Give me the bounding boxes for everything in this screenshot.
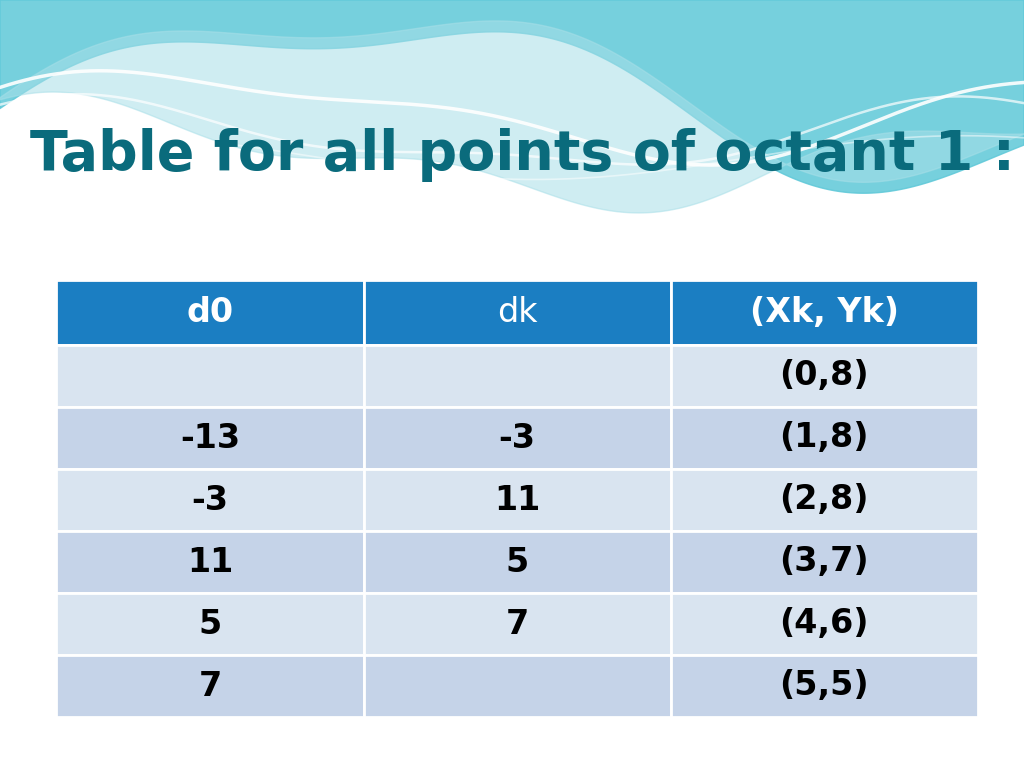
Text: 11: 11 [186, 545, 233, 578]
Bar [56, 655, 364, 717]
Text: (4,6): (4,6) [779, 607, 869, 641]
Text: 11: 11 [494, 484, 541, 517]
Bar [671, 407, 978, 469]
Text: (2,8): (2,8) [779, 484, 869, 517]
Bar [364, 593, 671, 655]
Bar [364, 280, 671, 345]
Text: -3: -3 [499, 422, 536, 455]
Text: (Xk, Yk): (Xk, Yk) [750, 296, 899, 329]
Bar [671, 345, 978, 407]
Bar [56, 407, 364, 469]
Text: d0: d0 [186, 296, 233, 329]
Bar [56, 469, 364, 531]
Bar [364, 345, 671, 407]
Text: (5,5): (5,5) [779, 670, 869, 703]
Bar [671, 469, 978, 531]
Text: Table for all points of octant 1 :: Table for all points of octant 1 : [30, 128, 1015, 182]
Bar [364, 469, 671, 531]
Bar [56, 531, 364, 593]
Text: -3: -3 [191, 484, 228, 517]
Text: (0,8): (0,8) [779, 359, 869, 392]
Text: 7: 7 [199, 670, 221, 703]
Bar [56, 280, 364, 345]
Text: 5: 5 [506, 545, 528, 578]
Bar [364, 531, 671, 593]
Bar [671, 655, 978, 717]
Text: -13: -13 [180, 422, 240, 455]
Text: (3,7): (3,7) [779, 545, 869, 578]
Text: 7: 7 [506, 607, 528, 641]
Bar [671, 593, 978, 655]
Bar [671, 280, 978, 345]
Text: (1,8): (1,8) [779, 422, 869, 455]
Bar [364, 655, 671, 717]
Bar [56, 345, 364, 407]
Text: 5: 5 [199, 607, 221, 641]
Bar [56, 593, 364, 655]
Bar [671, 531, 978, 593]
Bar [364, 407, 671, 469]
Text: dk: dk [497, 296, 538, 329]
